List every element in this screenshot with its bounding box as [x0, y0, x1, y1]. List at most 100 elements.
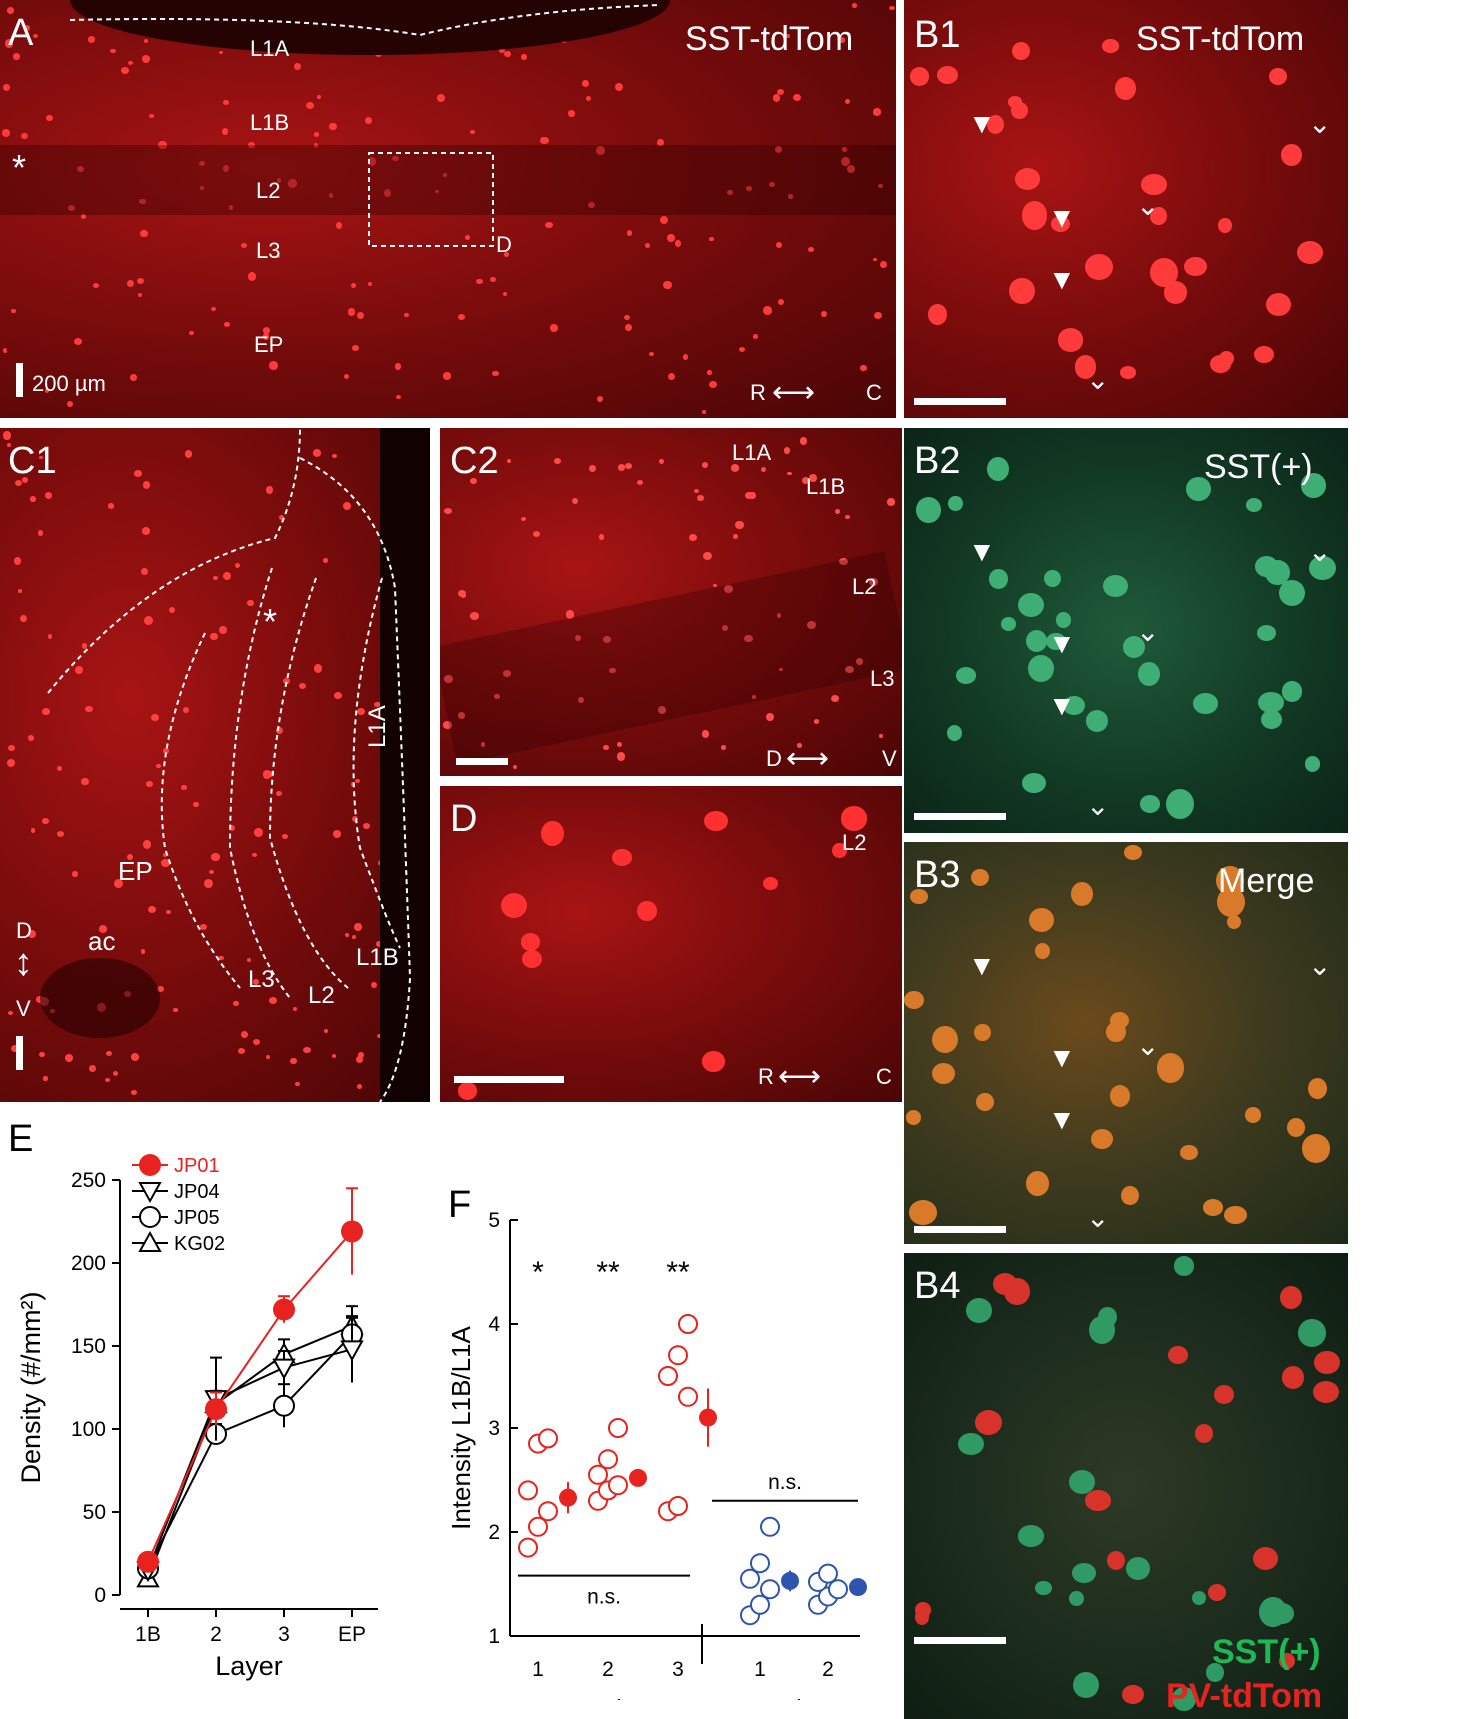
- cell-body: [763, 305, 773, 315]
- cell-body: [75, 665, 83, 674]
- cell-body: [158, 141, 167, 149]
- cell-body: [1017, 1524, 1045, 1547]
- cell-body: [1207, 1584, 1227, 1602]
- panel-title: Merge: [1218, 862, 1315, 900]
- cell-body: [506, 458, 512, 463]
- cell-body: [356, 707, 366, 716]
- data-point: [828, 1579, 848, 1600]
- cell-body: [1172, 1687, 1196, 1711]
- scale-bar: [914, 1226, 1006, 1233]
- filled-arrowhead-icon: ▼: [1048, 1104, 1076, 1135]
- cell-body: [809, 473, 818, 483]
- cell-body: [13, 557, 21, 565]
- cell-body: [846, 165, 856, 174]
- cell-body: [72, 871, 78, 877]
- cell-body: [1063, 695, 1086, 716]
- cell-body: [469, 478, 477, 485]
- data-point: [658, 1366, 678, 1386]
- cell-body: [612, 849, 632, 867]
- cell-body: [73, 337, 83, 346]
- panel-b3-image: B3 Merge ▼ ⌄ ▼ ⌄ ▼ ⌄: [904, 842, 1348, 1244]
- cell-body: [707, 370, 712, 375]
- cell-body: [776, 241, 783, 248]
- cell-body: [566, 610, 575, 619]
- cell-body: [1068, 1470, 1096, 1495]
- layer-label: EP: [254, 332, 284, 357]
- ns-label: n.s.: [587, 1586, 621, 1609]
- cell-body: [1055, 611, 1072, 628]
- l3-label: L3: [248, 966, 275, 993]
- filled-arrowhead-icon: ▼: [1048, 628, 1076, 659]
- cell-body: [1106, 1551, 1126, 1571]
- cell-body: [1257, 692, 1284, 714]
- cell-body: [98, 925, 108, 933]
- cell-body: [909, 67, 929, 86]
- double-arrow-icon: ⟷: [772, 376, 816, 409]
- cell-body: [1313, 1350, 1340, 1375]
- layer-label: L1A: [732, 440, 772, 465]
- cell-body: [6, 758, 15, 767]
- cell-body: [1050, 215, 1070, 232]
- cell-body: [910, 889, 928, 905]
- data-point: [341, 1220, 363, 1243]
- cell-body: [697, 494, 704, 501]
- data-point: [668, 1496, 688, 1516]
- y-axis-label: Intensity L1B/L1A: [446, 1325, 476, 1529]
- scale-bar: [914, 813, 1006, 820]
- cell-body: [228, 205, 234, 210]
- open-arrowhead-icon: ⌄: [1136, 1030, 1160, 1061]
- data-point: [740, 1568, 760, 1589]
- legend-marker: [139, 1154, 161, 1176]
- cell-body: [494, 693, 500, 699]
- dark-edge: [380, 428, 430, 1102]
- cell-body: [200, 923, 208, 931]
- cell-body: [376, 941, 382, 948]
- x-tick-label: 3: [278, 1623, 290, 1646]
- cell-body: [93, 283, 99, 289]
- cell-body: [268, 996, 277, 1005]
- cell-body: [351, 934, 357, 940]
- scale-bar: [456, 758, 508, 765]
- cell-body: [347, 308, 356, 316]
- cell-body: [143, 39, 149, 44]
- cell-body: [442, 173, 448, 178]
- panel-c1-image: C1 * EP ac L3 L2 L1B L1A D ↕ V: [0, 428, 430, 1102]
- layer-label: L1A: [250, 36, 290, 61]
- x-tick-label: 1B: [135, 1623, 161, 1646]
- cell-body: [806, 621, 816, 630]
- y-tick-label: 0: [94, 1584, 106, 1607]
- data-point: [750, 1594, 770, 1615]
- cell-body: [702, 1051, 725, 1072]
- data-point: [678, 1386, 698, 1407]
- cell-body: [265, 1055, 270, 1060]
- cell-body: [845, 665, 854, 673]
- cell-body: [218, 50, 223, 55]
- cell-body: [1278, 580, 1305, 607]
- axis-left-label: D: [766, 746, 782, 771]
- data-point: [608, 1418, 628, 1438]
- panel-d-image: D L2 R ⟷ C: [440, 786, 902, 1102]
- y-tick-label: 100: [71, 1418, 106, 1441]
- cell-body: [27, 735, 34, 742]
- cell-body: [694, 489, 700, 494]
- cell-body: [658, 458, 665, 465]
- cell-body: [649, 351, 654, 356]
- cell-body: [131, 1089, 138, 1095]
- cell-body: [744, 491, 753, 499]
- cell-body: [1007, 96, 1022, 108]
- data-point: [608, 1475, 628, 1496]
- cell-body: [480, 741, 486, 747]
- cell-body: [1044, 569, 1062, 588]
- panel-letter: D: [450, 798, 478, 840]
- cell-body: [792, 93, 802, 102]
- filled-arrowhead-icon: ▼: [968, 536, 996, 567]
- cell-body: [520, 517, 526, 522]
- cell-body: [1302, 1134, 1330, 1163]
- panel-letter: B1: [914, 14, 961, 56]
- asterisk-marker: *: [12, 147, 27, 188]
- cell-body: [533, 531, 541, 537]
- cell-body: [247, 272, 256, 281]
- axis-right-label: C: [866, 380, 882, 405]
- cell-body: [252, 978, 260, 986]
- cell-body: [657, 706, 667, 715]
